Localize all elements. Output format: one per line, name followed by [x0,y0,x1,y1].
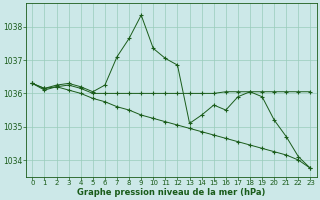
X-axis label: Graphe pression niveau de la mer (hPa): Graphe pression niveau de la mer (hPa) [77,188,266,197]
